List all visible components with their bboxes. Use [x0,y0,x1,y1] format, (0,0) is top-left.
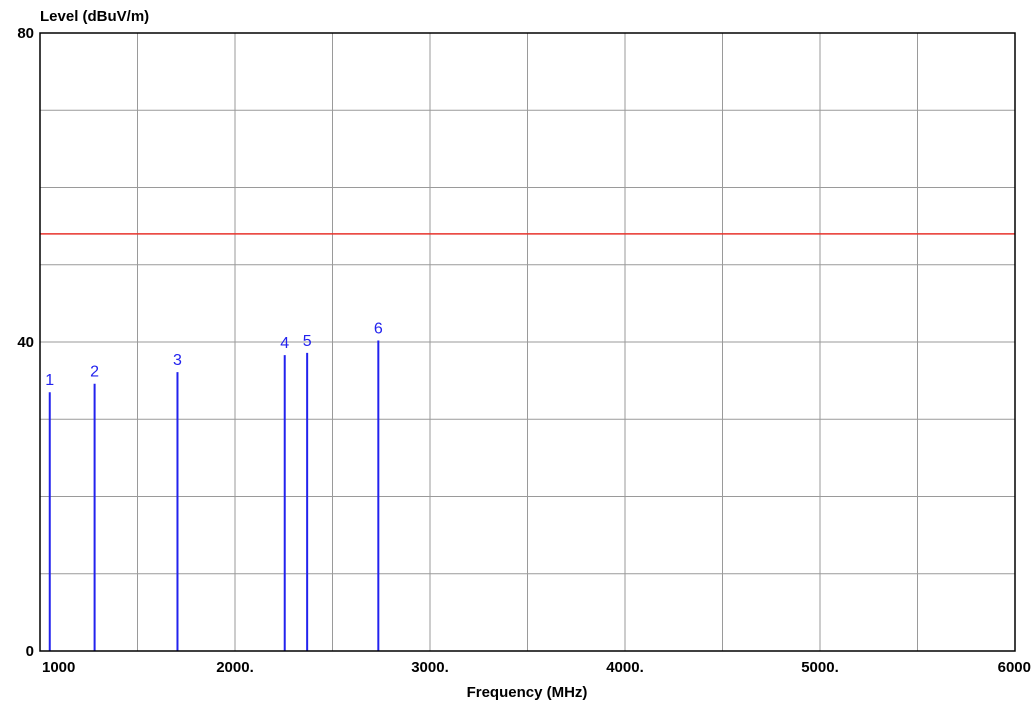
marker-label-1: 1 [45,372,54,389]
marker-label-5: 5 [303,333,312,350]
y-tick-label: 80 [17,25,34,42]
y-axis-label: Level (dBuV/m) [40,8,149,25]
grid [40,33,1015,651]
y-tick-label: 0 [26,643,34,660]
marker-label-2: 2 [90,364,99,381]
x-tick-label: 4000. [606,659,644,676]
plot-border [39,32,1016,652]
x-tick-label: 3000. [411,659,449,676]
x-tick-label: 1000 [42,659,75,676]
x-tick-label: 6000 [998,659,1031,676]
x-tick-label: 5000. [801,659,839,676]
markers: 1 2 3 4 5 6 [45,320,383,651]
marker-label-6: 6 [374,320,383,337]
tick-labels: 1000 2000. 3000. 4000. 5000. 6000 0 40 80 [17,25,1031,676]
y-tick-label: 40 [17,334,34,351]
marker-label-3: 3 [173,352,182,369]
marker-label-4: 4 [280,335,289,352]
x-tick-label: 2000. [216,659,254,676]
x-axis-label: Frequency (MHz) [467,684,588,701]
